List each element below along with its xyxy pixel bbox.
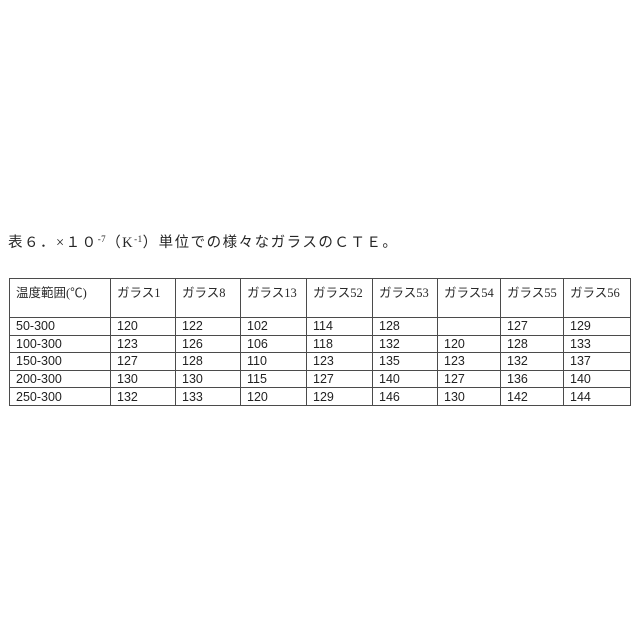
value-cell: 127 xyxy=(110,352,176,371)
value-cell: 130 xyxy=(110,369,176,389)
header-row: 温度範囲(℃) ガラス1 ガラス8 ガラス13 ガラス52 ガラス53 ガラス5… xyxy=(9,278,631,318)
caption-text-1: 表６．×１０ xyxy=(8,235,98,251)
value-cell: 132 xyxy=(110,387,176,406)
value-cell: 133 xyxy=(563,334,631,354)
value-cell: 132 xyxy=(500,352,564,371)
table-body: 50-300 120 122 102 114 128 127 129 100-3… xyxy=(9,317,631,406)
row-label-cell: 200-300 xyxy=(9,369,111,389)
value-cell: 137 xyxy=(563,352,631,371)
value-cell: 133 xyxy=(175,387,241,406)
table-row: 250-300 132 133 120 129 146 130 142 144 xyxy=(9,387,631,406)
column-header-temp-range: 温度範囲(℃) xyxy=(9,278,111,318)
table-row: 150-300 127 128 110 123 135 123 132 137 xyxy=(9,352,631,371)
value-cell: 140 xyxy=(372,369,438,389)
cte-table: 温度範囲(℃) ガラス1 ガラス8 ガラス13 ガラス52 ガラス53 ガラス5… xyxy=(9,278,631,406)
column-header-glass13: ガラス13 xyxy=(240,278,307,318)
value-cell: 122 xyxy=(175,317,241,336)
table-row: 50-300 120 122 102 114 128 127 129 xyxy=(9,317,631,336)
column-header-glass54: ガラス54 xyxy=(437,278,501,318)
value-cell: 118 xyxy=(306,334,373,354)
table-row: 200-300 130 130 115 127 140 127 136 140 xyxy=(9,369,631,389)
value-cell: 140 xyxy=(563,369,631,389)
value-cell: 130 xyxy=(437,387,501,406)
value-cell: 126 xyxy=(175,334,241,354)
value-cell: 128 xyxy=(372,317,438,336)
value-cell: 123 xyxy=(437,352,501,371)
table-row: 100-300 123 126 106 118 132 120 128 133 xyxy=(9,334,631,354)
value-cell: 127 xyxy=(306,369,373,389)
caption-superscript-kelvin: -1 xyxy=(134,234,143,244)
value-cell: 128 xyxy=(500,334,564,354)
value-cell: 114 xyxy=(306,317,373,336)
row-label-cell: 250-300 xyxy=(9,387,111,406)
value-cell: 146 xyxy=(372,387,438,406)
value-cell: 128 xyxy=(175,352,241,371)
row-label-cell: 100-300 xyxy=(9,334,111,354)
value-cell: 144 xyxy=(563,387,631,406)
column-header-glass52: ガラス52 xyxy=(306,278,373,318)
row-label-cell: 150-300 xyxy=(9,352,111,371)
value-cell: 129 xyxy=(306,387,373,406)
value-cell: 120 xyxy=(437,334,501,354)
column-header-glass8: ガラス8 xyxy=(175,278,241,318)
column-header-glass1: ガラス1 xyxy=(110,278,176,318)
value-cell: 130 xyxy=(175,369,241,389)
value-cell: 129 xyxy=(563,317,631,336)
value-cell: 120 xyxy=(240,387,307,406)
value-cell: 123 xyxy=(110,334,176,354)
caption-superscript-exp: -7 xyxy=(97,234,107,244)
value-cell: 110 xyxy=(240,352,307,371)
caption-text-2: （K xyxy=(106,235,135,251)
value-cell: 102 xyxy=(240,317,307,336)
value-cell: 127 xyxy=(500,317,564,336)
value-cell xyxy=(437,317,501,336)
value-cell: 135 xyxy=(372,352,438,371)
column-header-glass56: ガラス56 xyxy=(563,278,631,318)
value-cell: 132 xyxy=(372,334,438,354)
column-header-glass53: ガラス53 xyxy=(372,278,438,318)
caption-text-3: ）単位での様々なガラスのＣＴＥ。 xyxy=(142,235,399,251)
value-cell: 115 xyxy=(240,369,307,389)
table-caption: 表６．×１０-7（K-1）単位での様々なガラスのＣＴＥ。 xyxy=(8,231,398,252)
value-cell: 127 xyxy=(437,369,501,389)
row-label-cell: 50-300 xyxy=(9,317,111,336)
column-header-glass55: ガラス55 xyxy=(500,278,564,318)
value-cell: 123 xyxy=(306,352,373,371)
value-cell: 106 xyxy=(240,334,307,354)
value-cell: 136 xyxy=(500,369,564,389)
value-cell: 120 xyxy=(110,317,176,336)
value-cell: 142 xyxy=(500,387,564,406)
